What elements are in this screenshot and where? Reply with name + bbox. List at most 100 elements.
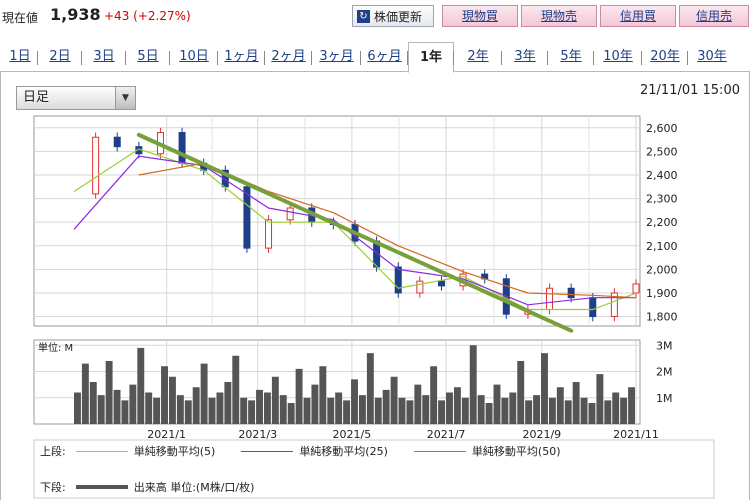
volume-bar xyxy=(398,397,406,424)
tab-2[interactable]: 3日 xyxy=(93,49,115,64)
tab-separator xyxy=(593,51,594,65)
tab-14[interactable]: 20年 xyxy=(650,49,680,64)
volume-bar xyxy=(295,368,303,424)
legend-upper: 上段: 単純移動平均(5) 単純移動平均(25) 単純移動平均(50) xyxy=(40,442,583,460)
x-tick-label: 2021/3 xyxy=(238,428,277,441)
legend-item-ma50: 単純移動平均(50) xyxy=(410,443,561,459)
candle-body xyxy=(113,136,121,148)
ma25-line xyxy=(73,155,636,306)
volume-bar xyxy=(113,389,121,424)
volume-bar xyxy=(176,395,184,424)
tab-separator xyxy=(169,51,170,65)
price-tick-label: 2,300 xyxy=(646,193,678,206)
legend-item-ma25: 単純移動平均(25) xyxy=(237,443,388,459)
volume-bar xyxy=(580,397,588,424)
volume-bar xyxy=(89,382,97,424)
volume-tick-label: 3M xyxy=(656,339,673,352)
volume-bar xyxy=(97,395,105,424)
candle-period-value: 日足 xyxy=(23,90,50,105)
tab-5[interactable]: 1ヶ月 xyxy=(224,49,259,64)
volume-bar xyxy=(374,397,382,424)
volume-bar xyxy=(556,387,564,424)
tab-7[interactable]: 3ヶ月 xyxy=(319,49,354,64)
tab-6[interactable]: 2ヶ月 xyxy=(271,49,306,64)
cash-buy-button[interactable]: 現物買 xyxy=(442,5,518,27)
volume-bar xyxy=(390,376,398,424)
volume-bar xyxy=(588,403,596,424)
volume-bar xyxy=(327,397,335,424)
volume-bar xyxy=(461,397,469,424)
candle-body xyxy=(221,169,229,188)
legend-swatch-volume xyxy=(75,485,128,489)
legend-swatch-ma5 xyxy=(75,450,128,452)
tab-8[interactable]: 6ヶ月 xyxy=(367,49,402,64)
candle-body xyxy=(416,280,424,294)
tab-0[interactable]: 1日 xyxy=(9,49,31,64)
tab-separator xyxy=(360,51,361,65)
refresh-price-button[interactable]: ↻ 株価更新 xyxy=(352,5,434,27)
volume-bar xyxy=(311,384,319,424)
legend-frame xyxy=(33,439,715,499)
cash-sell-button[interactable]: 現物売 xyxy=(521,5,597,27)
tab-12[interactable]: 5年 xyxy=(560,49,582,64)
candle-body xyxy=(243,186,251,249)
current-price-value: 1,938 xyxy=(50,5,101,24)
volume-bar xyxy=(168,376,176,424)
volume-bar xyxy=(493,384,501,424)
volume-bar xyxy=(279,395,287,424)
volume-bar xyxy=(541,353,548,424)
candle-body xyxy=(589,297,597,318)
legend-swatch-ma50 xyxy=(413,450,466,452)
volume-bar xyxy=(105,361,113,424)
volume-bar xyxy=(572,382,580,424)
volume-bar xyxy=(216,392,224,424)
volume-bar xyxy=(612,392,620,424)
tab-3[interactable]: 5日 xyxy=(137,49,159,64)
volume-bar xyxy=(184,400,192,424)
volume-bar xyxy=(628,387,635,424)
refresh-icon: ↻ xyxy=(357,9,370,23)
price-tick-label: 2,500 xyxy=(646,145,678,158)
legend-label-volume: 出来高 単位:(M株/口/枚) xyxy=(133,481,255,494)
candle-body xyxy=(394,266,402,294)
legend-label-ma25: 単純移動平均(25) xyxy=(299,445,388,458)
ma5-line xyxy=(73,148,637,311)
volume-bar xyxy=(240,397,248,424)
tab-10[interactable]: 2年 xyxy=(467,49,489,64)
tab-4[interactable]: 10日 xyxy=(179,49,209,64)
tab-13[interactable]: 10年 xyxy=(603,49,633,64)
margin-buy-button[interactable]: 信用買 xyxy=(600,5,676,27)
volume-bar xyxy=(596,374,604,424)
volume-bar xyxy=(232,355,240,424)
price-change: +43 (+2.27%) xyxy=(104,9,191,23)
volume-unit-label: 単位: M xyxy=(38,341,73,354)
volume-bar xyxy=(137,347,145,424)
top-bar: 現在値 1,938 +43 (+2.27%) ↻ 株価更新 現物買 現物売 信用… xyxy=(0,0,750,34)
legend-swatch-ma25 xyxy=(241,450,294,452)
price-tick-label: 2,000 xyxy=(646,263,678,276)
tab-separator xyxy=(81,51,82,65)
volume-bar xyxy=(533,395,541,424)
legend-item-ma5: 単純移動平均(5) xyxy=(72,443,216,459)
legend-lower-label: 下段: xyxy=(40,481,66,494)
volume-tick-label: 2M xyxy=(656,366,673,379)
volume-bar xyxy=(477,395,485,424)
tab-separator xyxy=(37,51,38,65)
volume-bar xyxy=(343,400,351,424)
tab-11[interactable]: 3年 xyxy=(514,49,536,64)
candle-body xyxy=(632,283,640,294)
margin-sell-button[interactable]: 信用売 xyxy=(679,5,749,27)
legend-label-ma5: 単純移動平均(5) xyxy=(133,445,216,458)
volume-bar xyxy=(517,361,525,424)
tab-1[interactable]: 2日 xyxy=(49,49,71,64)
candle-body xyxy=(178,132,186,164)
volume-bar xyxy=(446,392,453,424)
tab-separator xyxy=(547,51,548,65)
period-tabs: 1日 2日 3日 5日 10日 1ヶ月 2ヶ月 3ヶ月 6ヶ月 1年 2年 3年 5年 10年 20年 30年 xyxy=(0,42,750,73)
price-tick-label: 2,600 xyxy=(646,122,678,135)
tab-15[interactable]: 30年 xyxy=(697,49,727,64)
tab-separator xyxy=(264,51,265,65)
candle-period-select[interactable]: 日足 ▼ xyxy=(16,86,136,110)
tab-separator xyxy=(501,51,502,65)
